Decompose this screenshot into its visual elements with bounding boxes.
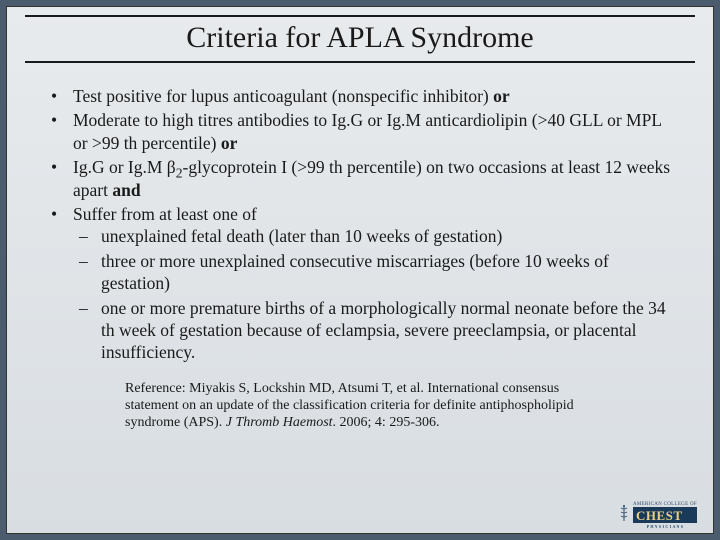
title-bar: Criteria for APLA Syndrome (25, 15, 695, 63)
sub-list-item: unexplained fetal death (later than 10 w… (73, 225, 675, 247)
logo-subtitle: P H Y S I C I A N S (633, 525, 697, 529)
reference-post: . 2006; 4: 295-306. (333, 415, 440, 430)
sub-text: three or more unexplained consecutive mi… (101, 251, 609, 293)
sub-list-item: one or more premature births of a morpho… (73, 297, 675, 364)
slide-frame: Criteria for APLA Syndrome Test positive… (6, 6, 714, 534)
bullet-list: Test positive for lupus anticoagulant (n… (45, 85, 675, 364)
bullet-bold: or (493, 86, 510, 106)
bullet-bold: and (112, 180, 140, 200)
bullet-text: Test positive for lupus anticoagulant (n… (73, 86, 493, 106)
list-item: Suffer from at least one of unexplained … (45, 203, 675, 364)
sub-list: unexplained fetal death (later than 10 w… (73, 225, 675, 363)
logo-text-block: AMERICAN COLLEGE OF CHEST P H Y S I C I … (633, 502, 697, 523)
list-item: Test positive for lupus anticoagulant (n… (45, 85, 675, 107)
bullet-bold: or (221, 133, 238, 153)
chest-logo: AMERICAN COLLEGE OF CHEST P H Y S I C I … (619, 502, 697, 523)
reference-block: Reference: Miyakis S, Lockshin MD, Atsum… (45, 366, 675, 431)
list-item: Moderate to high titres antibodies to Ig… (45, 109, 675, 154)
bullet-text: Suffer from at least one of (73, 204, 257, 224)
bullet-text: Moderate to high titres antibodies to Ig… (73, 110, 661, 152)
logo-brand-text: CHEST (636, 508, 683, 523)
list-item: Ig.G or Ig.M β2-glycoprotein I (>99 th p… (45, 156, 675, 201)
caduceus-icon (619, 504, 629, 522)
subscript: 2 (176, 166, 183, 181)
sub-text: unexplained fetal death (later than 10 w… (101, 226, 502, 246)
bullet-text: Ig.G or Ig.M β (73, 157, 176, 177)
content-area: Test positive for lupus anticoagulant (n… (7, 63, 713, 431)
reference-journal: J Thromb Haemost (226, 415, 333, 430)
logo-brand: CHEST P H Y S I C I A N S (633, 507, 697, 523)
page-title: Criteria for APLA Syndrome (25, 21, 695, 55)
sub-list-item: three or more unexplained consecutive mi… (73, 250, 675, 295)
sub-text: one or more premature births of a morpho… (101, 298, 666, 363)
